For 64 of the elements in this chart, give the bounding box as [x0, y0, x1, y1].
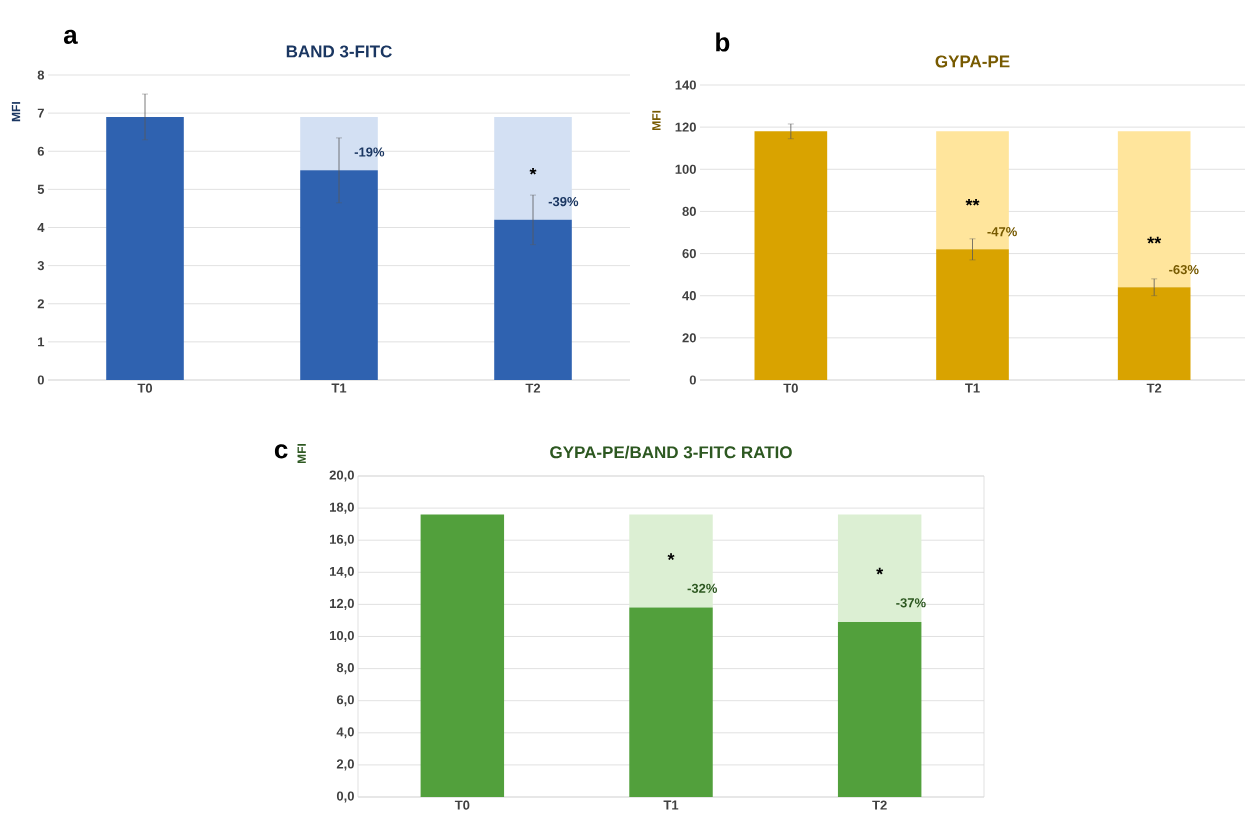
y-tick-label: 3	[37, 261, 44, 271]
y-axis-title: MFI	[11, 102, 21, 122]
y-tick-label: 80	[682, 206, 696, 217]
chart-title: GYPA-PE	[935, 55, 1010, 68]
x-tick-label: T0	[783, 383, 798, 393]
text: b	[716, 32, 730, 52]
annotation: -19%	[354, 147, 385, 157]
x-tick-label: T2	[872, 800, 887, 810]
y-tick-label: 20,0	[329, 470, 354, 482]
annotation: -32%	[687, 583, 718, 593]
x-tick-label: T1	[663, 800, 679, 810]
chart-title: BAND 3-FITC	[286, 45, 392, 58]
y-tick-label: 4	[37, 223, 45, 232]
y-tick-label: 18,0	[329, 502, 354, 514]
y-tick-label: 10,0	[329, 630, 354, 643]
bar	[420, 514, 505, 797]
bar	[837, 622, 922, 797]
y-axis-title: MFI	[297, 444, 306, 464]
y-tick-label: 60	[682, 248, 696, 259]
y-tick-label: 2,0	[336, 759, 354, 771]
annotation: *	[529, 167, 537, 175]
y-tick-label: 16,0	[329, 534, 354, 546]
y-tick-label: 7	[37, 108, 44, 118]
y-tick-label: 20	[682, 333, 696, 343]
x-tick-label: T0	[454, 800, 470, 810]
bar	[629, 607, 713, 797]
chart-title: GYPA-PE/BAND 3-FITC RATIO	[550, 445, 792, 459]
text: a	[63, 29, 78, 44]
y-tick-label: 140	[675, 80, 696, 90]
y-tick-label: 6	[37, 146, 44, 156]
y-tick-label: 0	[689, 375, 696, 385]
x-tick-label: T0	[137, 383, 153, 393]
x-tick-label: T1	[965, 383, 980, 393]
annotation: *	[876, 567, 884, 575]
bar	[1117, 287, 1191, 380]
x-tick-label: T2	[525, 383, 541, 393]
annotation: **	[965, 198, 980, 206]
y-tick-label: 100	[675, 164, 696, 174]
y-tick-label: 8	[37, 70, 45, 80]
bar	[936, 249, 1009, 380]
x-tick-label: T2	[1146, 383, 1162, 393]
y-tick-label: 2	[37, 299, 44, 309]
y-tick-label: 4,0	[336, 727, 354, 739]
annotation: *	[667, 553, 675, 560]
bar	[494, 219, 572, 380]
y-tick-label: 5	[37, 184, 45, 194]
y-tick-label: 120	[675, 122, 696, 132]
y-axis-title: MFI	[652, 110, 661, 130]
y-tick-label: 0,0	[336, 791, 354, 803]
y-tick-label: 1	[38, 337, 45, 347]
annotation: **	[1147, 236, 1162, 244]
text: c	[274, 444, 288, 459]
bar	[300, 170, 378, 380]
x-tick-label: T1	[331, 383, 347, 393]
y-tick-label: 40	[682, 291, 696, 301]
bar	[106, 116, 184, 380]
annotation: -37%	[896, 598, 926, 608]
y-tick-label: 8,0	[336, 663, 354, 675]
annotation: -39%	[548, 196, 579, 207]
bar	[754, 131, 828, 380]
y-tick-label: 14,0	[329, 566, 354, 578]
y-tick-label: 12,0	[329, 598, 354, 610]
y-tick-label: 0	[37, 375, 44, 385]
y-tick-label: 6,0	[336, 695, 354, 707]
